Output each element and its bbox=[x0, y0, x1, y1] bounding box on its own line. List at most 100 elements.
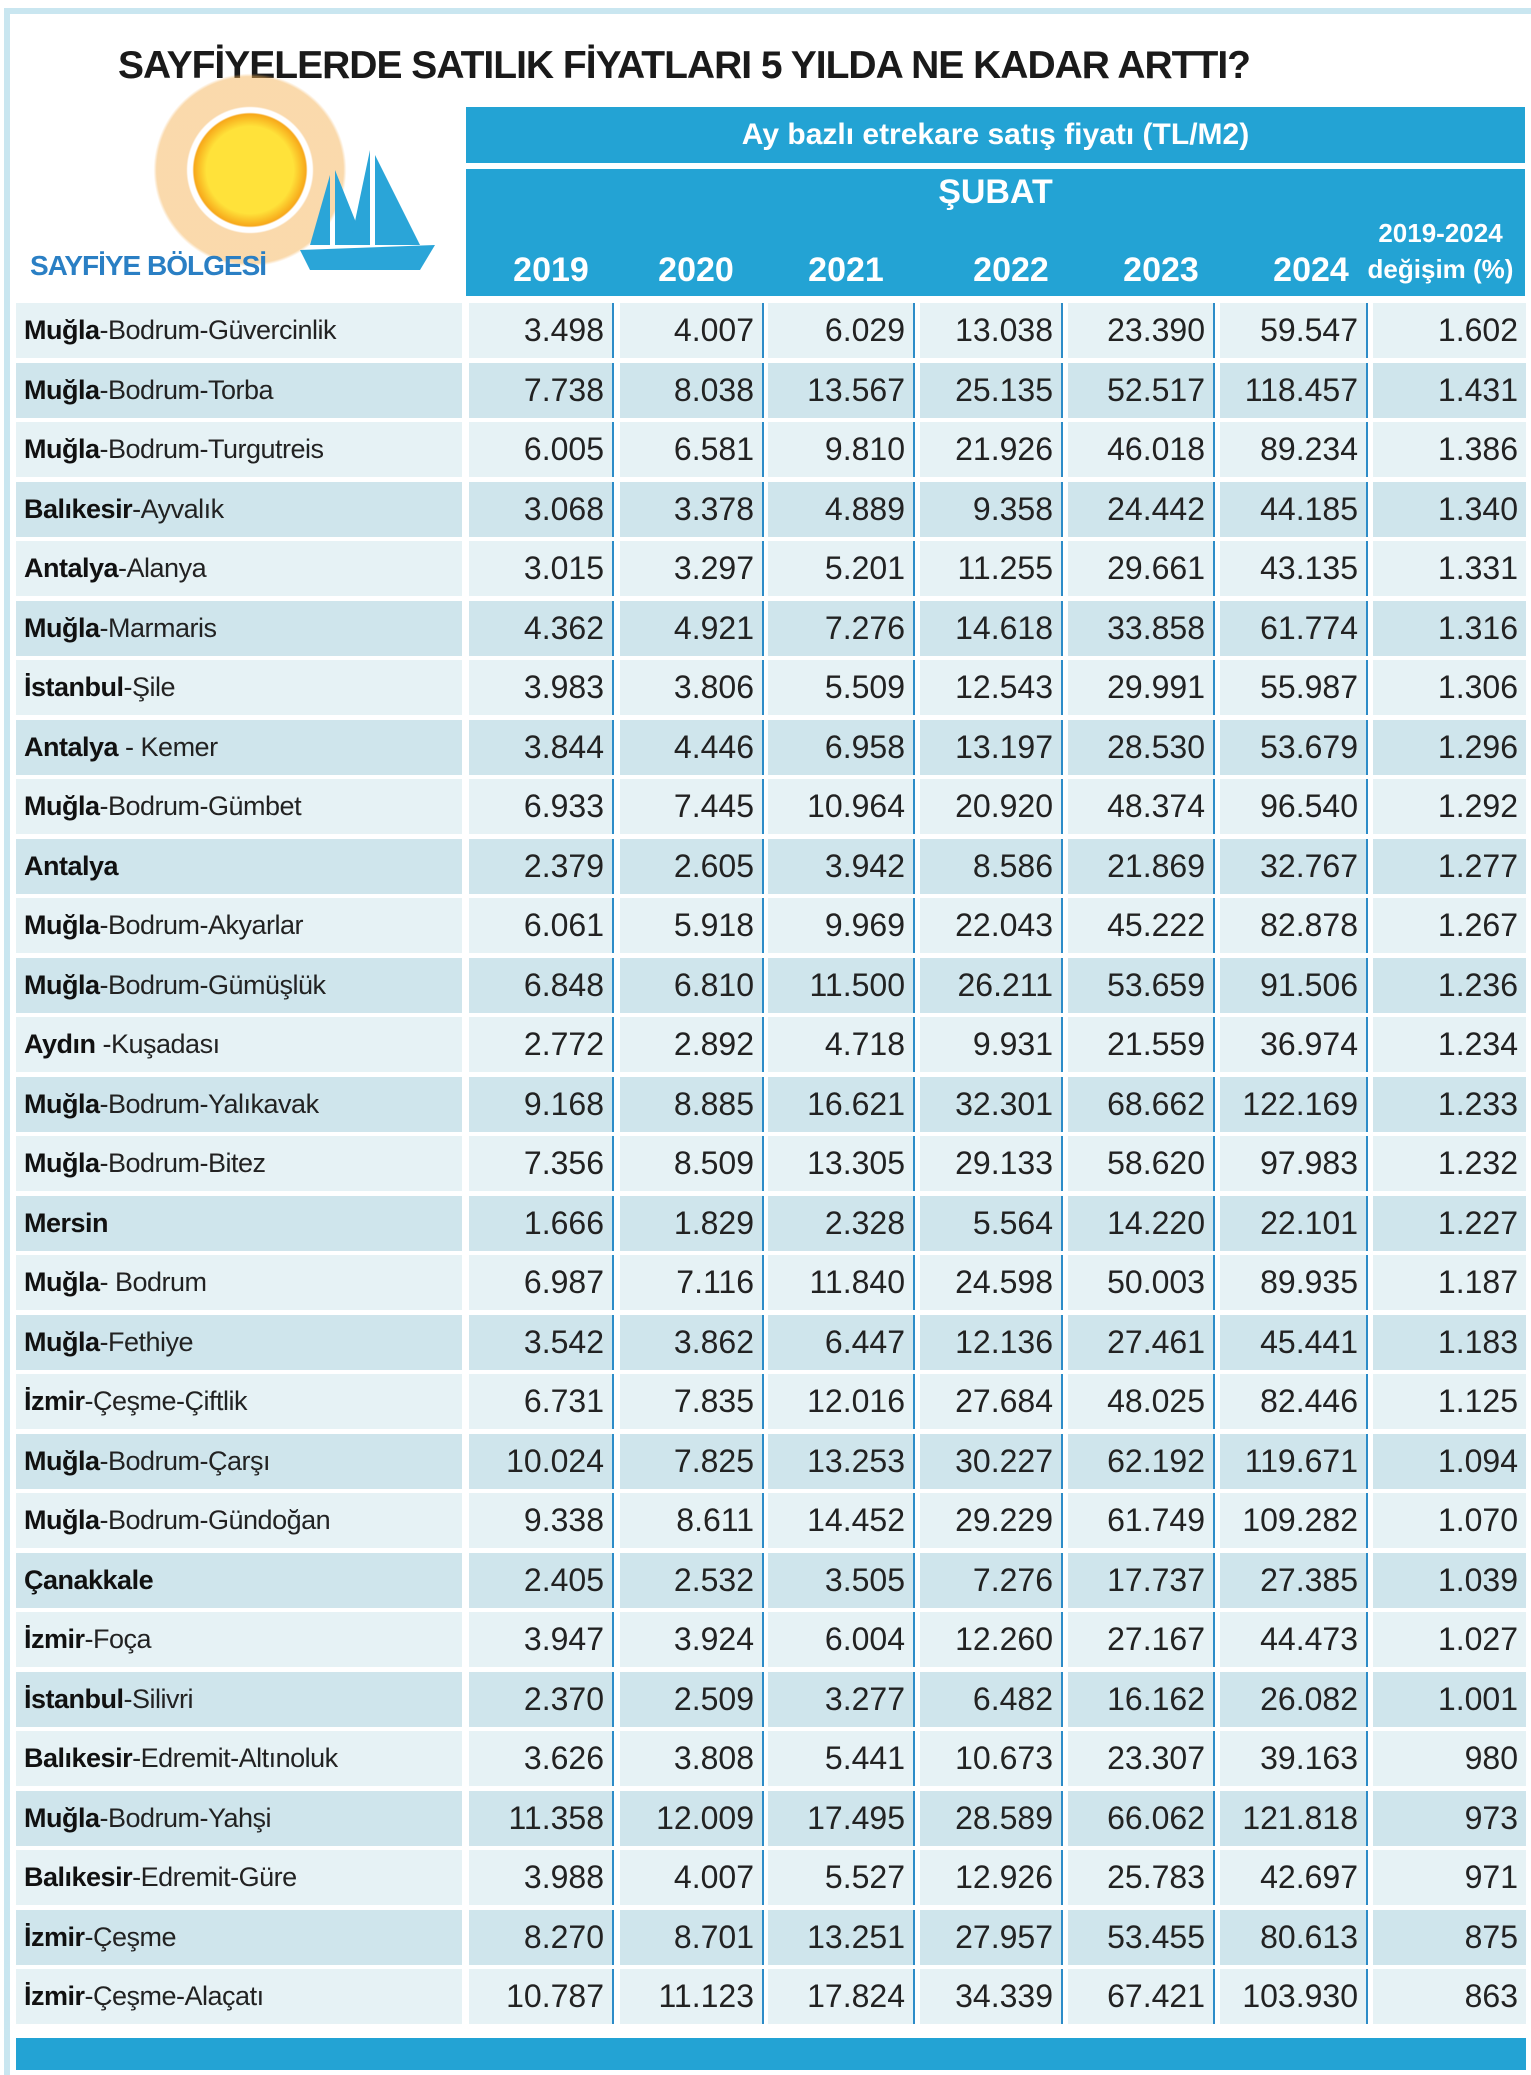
price-cell: 13.251 bbox=[768, 1909, 915, 1965]
price-cell: 82.878 bbox=[1220, 898, 1368, 953]
price-cell: 25.135 bbox=[920, 362, 1063, 418]
metric-header: Ay bazlı etrekare satış fiyatı (TL/M2) bbox=[466, 107, 1525, 163]
change-cell: 1.316 bbox=[1373, 600, 1526, 656]
price-cell: 16.162 bbox=[1068, 1671, 1215, 1727]
province: Mersin bbox=[24, 1207, 109, 1238]
province: Muğla bbox=[24, 612, 100, 643]
table-row: Muğla-Bodrum-Güvercinlik 3.498 4.007 6.029 1… bbox=[16, 303, 1526, 363]
district: -Foça bbox=[84, 1624, 152, 1654]
table-row: Muğla-Bodrum-Torba 7.738 8.038 13.567 25.135… bbox=[16, 362, 1526, 422]
price-cell: 10.964 bbox=[768, 779, 915, 834]
price-cell: 8.270 bbox=[469, 1909, 614, 1965]
price-cell: 2.892 bbox=[620, 1017, 764, 1072]
province: İzmir bbox=[24, 1981, 85, 2011]
district: - Bodrum bbox=[99, 1267, 208, 1297]
change-cell: 1.331 bbox=[1373, 541, 1526, 596]
province: Muğla bbox=[24, 1326, 100, 1357]
table-row: Muğla-Bodrum-Gündoğan 9.338 8.611 14.452 29.… bbox=[16, 1493, 1526, 1553]
location-label: Muğla-Bodrum-Çarşı bbox=[16, 1433, 462, 1489]
price-cell: 17.824 bbox=[768, 1969, 915, 2024]
price-cell: 7.825 bbox=[620, 1433, 764, 1489]
price-cell: 3.378 bbox=[620, 481, 764, 537]
price-cell: 121.818 bbox=[1220, 1790, 1368, 1846]
table-row: Antalya-Alanya 3.015 3.297 5.201 11.255 29.66… bbox=[16, 541, 1526, 601]
price-cell: 89.234 bbox=[1220, 422, 1368, 477]
price-cell: 119.671 bbox=[1220, 1433, 1368, 1489]
price-cell: 11.500 bbox=[768, 957, 915, 1013]
price-cell: 32.767 bbox=[1220, 838, 1368, 894]
price-cell: 14.618 bbox=[920, 600, 1063, 656]
table-row: Muğla-Bodrum-Gümüşlük 6.848 6.810 11.500 26.… bbox=[16, 957, 1526, 1017]
province: İstanbul bbox=[24, 672, 124, 702]
price-cell: 26.082 bbox=[1220, 1671, 1368, 1727]
province: İzmir bbox=[24, 1921, 85, 1952]
province: İzmir bbox=[24, 1386, 85, 1416]
page-title: SAYFİYELERDE SATILIK FİYATLARI 5 YILDA N… bbox=[118, 44, 1251, 87]
district: -Ayvalık bbox=[132, 493, 224, 524]
price-cell: 13.038 bbox=[920, 303, 1063, 358]
price-cell: 4.446 bbox=[620, 719, 764, 775]
change-cell: 1.232 bbox=[1373, 1136, 1526, 1191]
province: Antalya bbox=[24, 731, 119, 762]
table-row: Mersin 1.666 1.829 2.328 5.564 14.220 22.101 1.… bbox=[16, 1195, 1526, 1255]
province: Antalya bbox=[24, 553, 119, 583]
table-row: Balıkesir-Ayvalık 3.068 3.378 4.889 9.358 24.… bbox=[16, 481, 1526, 541]
location-label: Muğla-Bodrum-Bitez bbox=[16, 1136, 462, 1191]
price-cell: 9.931 bbox=[920, 1017, 1063, 1072]
location-label: Muğla-Bodrum-Güvercinlik bbox=[16, 303, 462, 358]
location-label: Balıkesir-Edremit-Güre bbox=[16, 1850, 462, 1905]
price-cell: 21.559 bbox=[1068, 1017, 1215, 1072]
province: Çanakkale bbox=[24, 1564, 154, 1595]
price-cell: 3.808 bbox=[620, 1731, 764, 1786]
price-cell: 43.135 bbox=[1220, 541, 1368, 596]
price-cell: 12.016 bbox=[768, 1374, 915, 1429]
price-cell: 21.869 bbox=[1068, 838, 1215, 894]
price-cell: 2.328 bbox=[768, 1195, 915, 1251]
change-cell: 1.267 bbox=[1373, 898, 1526, 953]
price-cell: 2.605 bbox=[620, 838, 764, 894]
price-cell: 9.358 bbox=[920, 481, 1063, 537]
price-cell: 13.197 bbox=[920, 719, 1063, 775]
price-cell: 8.038 bbox=[620, 362, 764, 418]
price-cell: 2.370 bbox=[469, 1671, 614, 1727]
table-row: Muğla-Bodrum-Turgutreis 6.005 6.581 9.810 21… bbox=[16, 422, 1526, 482]
price-cell: 45.441 bbox=[1220, 1314, 1368, 1370]
district: -Silivri bbox=[123, 1683, 194, 1714]
change-cell: 1.227 bbox=[1373, 1195, 1526, 1251]
price-cell: 24.442 bbox=[1068, 481, 1215, 537]
price-cell: 7.356 bbox=[469, 1136, 614, 1191]
year-2020: 2020 bbox=[658, 251, 734, 289]
table-row: İstanbul-Silivri 2.370 2.509 3.277 6.482 16.1… bbox=[16, 1671, 1526, 1731]
price-cell: 2.509 bbox=[620, 1671, 764, 1727]
price-cell: 48.374 bbox=[1068, 779, 1215, 834]
price-cell: 61.774 bbox=[1220, 600, 1368, 656]
location-label: Muğla-Bodrum-Yahşi bbox=[16, 1790, 462, 1846]
price-cell: 9.168 bbox=[469, 1076, 614, 1132]
province: Muğla bbox=[24, 1148, 100, 1178]
province: Balıkesir bbox=[24, 493, 133, 524]
table-row: Muğla-Marmaris 4.362 4.921 7.276 14.618 33.85… bbox=[16, 600, 1526, 660]
table-row: İzmir-Çeşme-Çiftlik 6.731 7.835 12.016 27.68… bbox=[16, 1374, 1526, 1434]
price-cell: 29.229 bbox=[920, 1493, 1063, 1548]
province: Muğla bbox=[24, 434, 100, 464]
price-cell: 4.921 bbox=[620, 600, 764, 656]
change-cell: 1.386 bbox=[1373, 422, 1526, 477]
price-cell: 39.163 bbox=[1220, 1731, 1368, 1786]
price-cell: 44.185 bbox=[1220, 481, 1368, 537]
price-cell: 7.276 bbox=[768, 600, 915, 656]
district: -Bodrum-Yahşi bbox=[99, 1802, 272, 1833]
province: İstanbul bbox=[24, 1683, 124, 1714]
district: -Bodrum-Güvercinlik bbox=[99, 315, 337, 345]
district: -Bodrum-Yalıkavak bbox=[99, 1088, 320, 1119]
price-cell: 3.924 bbox=[620, 1612, 764, 1667]
year-2024: 2024 bbox=[1273, 251, 1349, 289]
location-label: Mersin bbox=[16, 1195, 462, 1251]
change-cell: 1.070 bbox=[1373, 1493, 1526, 1548]
price-cell: 27.957 bbox=[920, 1909, 1063, 1965]
price-cell: 10.024 bbox=[469, 1433, 614, 1489]
table-row: Antalya - Kemer 3.844 4.446 6.958 13.197 28.5… bbox=[16, 719, 1526, 779]
price-cell: 14.452 bbox=[768, 1493, 915, 1548]
change-cell: 1.236 bbox=[1373, 957, 1526, 1013]
price-cell: 13.305 bbox=[768, 1136, 915, 1191]
price-cell: 28.589 bbox=[920, 1790, 1063, 1846]
